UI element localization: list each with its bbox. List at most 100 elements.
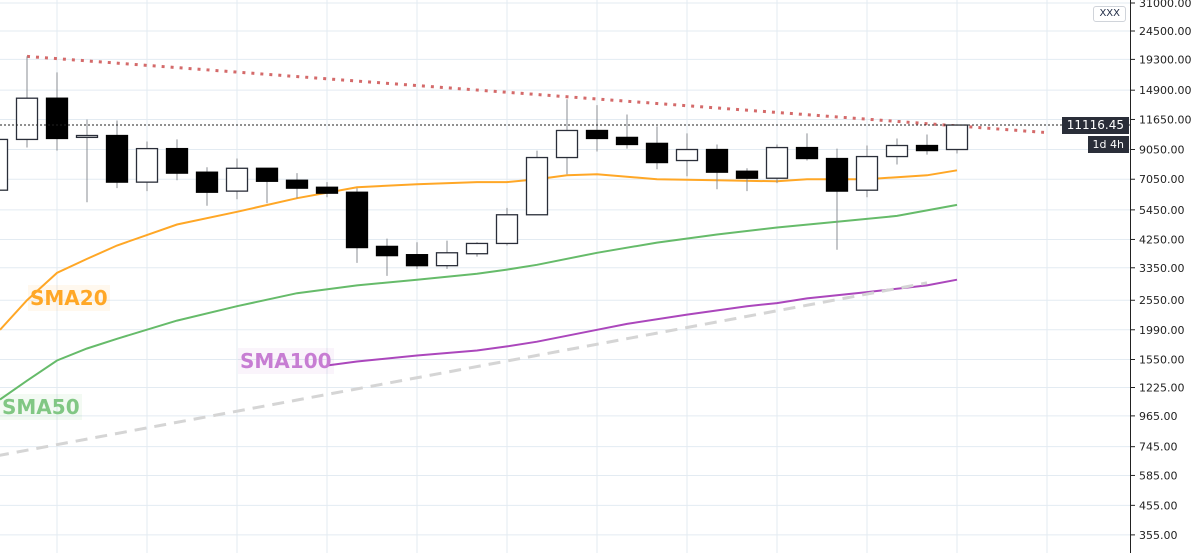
candle xyxy=(855,145,879,198)
candle xyxy=(0,138,9,191)
candle-body-down xyxy=(705,148,729,173)
y-tick-label: 7050.00 xyxy=(1139,173,1185,186)
y-tick-label: 31000.00 xyxy=(1139,0,1192,10)
candle-body-down xyxy=(645,142,669,164)
candle-body-down xyxy=(615,136,639,146)
candle-body-up xyxy=(135,147,159,183)
candle xyxy=(915,134,939,155)
sma50-label: SMA50 xyxy=(0,394,82,420)
candle xyxy=(165,139,189,181)
bar-countdown-badge: 1d 4h xyxy=(1087,136,1129,153)
candle-body-down xyxy=(195,171,219,193)
candle xyxy=(645,126,669,170)
candle xyxy=(195,167,219,206)
trendline-line xyxy=(26,54,1045,134)
candle-body-down xyxy=(795,146,819,160)
y-tick-label: 4250.00 xyxy=(1139,233,1185,246)
candle xyxy=(465,242,489,257)
candle xyxy=(375,238,399,276)
candle-body-down xyxy=(735,170,759,179)
indicator-lines xyxy=(0,54,1045,457)
candle xyxy=(285,173,309,199)
candles xyxy=(0,56,969,276)
candle-body-up xyxy=(855,155,879,191)
sma100-line xyxy=(326,278,958,367)
candle-body-up xyxy=(435,252,459,267)
candle xyxy=(495,207,519,246)
candle xyxy=(585,105,609,152)
grid xyxy=(0,0,1130,553)
candle xyxy=(255,167,279,204)
candle xyxy=(225,158,249,200)
candle-body-down xyxy=(105,134,129,183)
candle xyxy=(735,168,759,192)
sma50-line xyxy=(0,203,958,401)
candle xyxy=(15,56,39,148)
candle xyxy=(315,182,339,198)
candle xyxy=(105,120,129,189)
sma20-label: SMA20 xyxy=(28,285,110,311)
sma100-label: SMA100 xyxy=(238,348,334,374)
candle-body-down xyxy=(825,157,849,192)
candle xyxy=(675,133,699,177)
candle-body-up xyxy=(75,134,99,139)
y-tick-label: 9050.00 xyxy=(1139,144,1185,157)
y-tick-label: 745.00 xyxy=(1139,441,1178,454)
candle xyxy=(135,141,159,192)
candle-body-up xyxy=(525,156,549,216)
y-tick-label: 5450.00 xyxy=(1139,204,1185,217)
candle-body-down xyxy=(405,254,429,267)
candle-body-up xyxy=(495,214,519,245)
y-tick-label: 19300.00 xyxy=(1139,53,1192,66)
candle-body-down xyxy=(315,186,339,194)
symbol-badge[interactable]: XXX xyxy=(1093,6,1126,22)
candle xyxy=(435,240,459,269)
candle-body-down xyxy=(375,245,399,257)
y-tick-label: 965.00 xyxy=(1139,410,1178,423)
candle-body-down xyxy=(585,129,609,140)
candle-body-up xyxy=(225,167,249,192)
y-tick-label: 1550.00 xyxy=(1139,353,1185,366)
candle xyxy=(825,148,849,250)
candle-body-down xyxy=(45,97,69,140)
candle xyxy=(345,188,369,263)
candle xyxy=(525,150,549,216)
candle xyxy=(615,114,639,149)
y-tick-label: 1225.00 xyxy=(1139,381,1185,394)
sma200-line xyxy=(0,281,928,457)
candle-body-down xyxy=(345,191,369,249)
candle-body-down xyxy=(285,179,309,189)
candle xyxy=(945,124,969,154)
candle xyxy=(765,144,789,184)
candle-body-up xyxy=(945,124,969,151)
candle-body-up xyxy=(675,148,699,162)
y-tick-label: 24500.00 xyxy=(1139,25,1192,38)
candle-body-up xyxy=(0,138,9,191)
y-tick-label: 455.00 xyxy=(1139,499,1178,512)
y-tick-label: 585.00 xyxy=(1139,469,1178,482)
y-tick-label: 14900.00 xyxy=(1139,84,1192,97)
y-tick-label: 355.00 xyxy=(1139,529,1178,542)
candle xyxy=(555,99,579,175)
y-tick-label: 1990.00 xyxy=(1139,324,1185,337)
candle xyxy=(405,242,429,269)
y-tick-label: 11650.00 xyxy=(1139,113,1192,126)
candle xyxy=(885,138,909,165)
candle xyxy=(45,72,69,151)
candle xyxy=(75,119,99,203)
candle-body-down xyxy=(255,167,279,182)
candle xyxy=(795,133,819,161)
candle-body-down xyxy=(915,144,939,152)
candle-body-up xyxy=(465,242,489,255)
candle-body-up xyxy=(885,144,909,158)
price-axis[interactable]: 31000.00 24500.00 19300.00 14900.00 11650.00… xyxy=(1130,0,1192,542)
candle-body-up xyxy=(765,146,789,179)
y-tick-label: 3350.00 xyxy=(1139,262,1185,275)
last-price-badge: 11116.45 xyxy=(1061,117,1129,135)
candle-body-up xyxy=(15,97,39,141)
y-tick-label: 2550.00 xyxy=(1139,294,1185,307)
candle-body-up xyxy=(555,129,579,159)
candle-body-down xyxy=(165,147,189,174)
candle xyxy=(705,144,729,190)
